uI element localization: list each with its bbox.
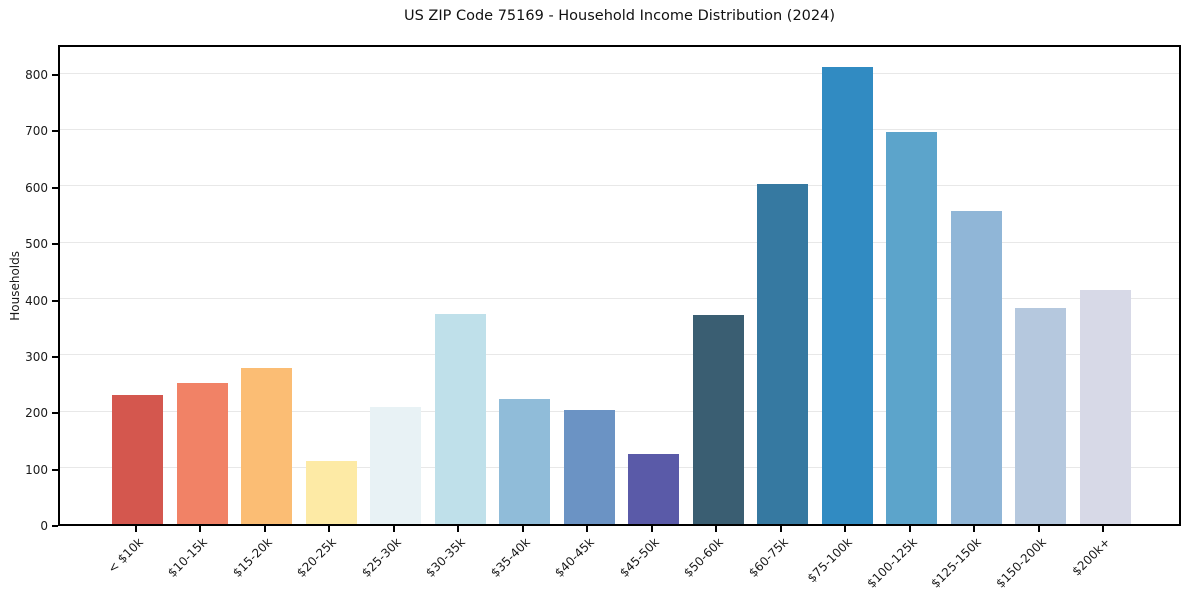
x-tick-mark-9 <box>650 526 653 532</box>
y-tick-label-500: 500 <box>25 237 48 252</box>
bar-13 <box>886 131 938 524</box>
y-tick-label-700: 700 <box>25 124 48 139</box>
gridline-400 <box>60 298 1179 299</box>
y-tick-mark-100 <box>52 468 58 471</box>
bar-9 <box>628 454 680 524</box>
x-tick-mark-4 <box>328 526 331 532</box>
gridline-800 <box>60 72 1179 74</box>
x-tick-mark-8 <box>586 526 589 532</box>
gridline-300 <box>60 354 1179 356</box>
bar-11 <box>757 183 809 524</box>
x-axis: < $10k $10-15k $15-20k $20-25k $25-30k $30-35… <box>58 526 1181 590</box>
bar-15 <box>1015 307 1067 524</box>
x-tick-mark-14 <box>973 526 976 532</box>
x-tick-label-1: < $10k <box>104 535 146 576</box>
x-tick-mark-6 <box>457 526 460 532</box>
y-tick-mark-700 <box>52 130 58 133</box>
x-tick-mark-5 <box>392 526 395 532</box>
bar-14 <box>950 210 1002 524</box>
x-tick-mark-1 <box>134 526 137 532</box>
y-tick-mark-600 <box>52 186 58 189</box>
bar-4 <box>305 460 357 524</box>
bar-12 <box>821 67 873 524</box>
bar-5 <box>370 406 422 524</box>
gridline-100 <box>60 467 1179 469</box>
x-tick-mark-7 <box>521 526 524 532</box>
x-tick-mark-13 <box>908 526 911 532</box>
chart-title: US ZIP Code 75169 - Household Income Dis… <box>403 8 836 24</box>
y-tick-mark-300 <box>52 355 58 358</box>
y-tick-label-600: 600 <box>25 180 48 195</box>
bar-7 <box>499 399 551 524</box>
x-tick-mark-2 <box>199 526 202 532</box>
y-tick-label-0: 0 <box>40 519 48 533</box>
bar-1 <box>112 395 163 524</box>
y-axis: 0 100 200 300 400 500 600 700 800 <box>0 45 58 533</box>
plot-area <box>58 45 1181 526</box>
x-tick-mark-16 <box>1102 526 1105 532</box>
y-tick-label-400: 400 <box>25 293 48 308</box>
bar-3 <box>241 368 293 524</box>
x-tick-mark-11 <box>779 526 782 532</box>
x-tick-mark-15 <box>1037 526 1040 532</box>
x-tick-mark-12 <box>844 526 847 532</box>
bar-2 <box>176 382 228 524</box>
gridline-200 <box>60 410 1179 412</box>
bar-6 <box>434 314 486 524</box>
gridline-700 <box>60 128 1179 130</box>
bar-10 <box>692 315 744 524</box>
bar-8 <box>563 409 615 524</box>
y-tick-label-200: 200 <box>25 406 48 421</box>
y-tick-mark-400 <box>52 299 58 302</box>
y-tick-label-100: 100 <box>25 462 48 477</box>
y-tick-label-300: 300 <box>25 349 48 364</box>
y-tick-mark-500 <box>52 243 58 246</box>
bar-16 <box>1079 290 1131 524</box>
x-tick-mark-10 <box>715 526 718 532</box>
y-tick-label-800: 800 <box>25 68 48 82</box>
x-tick-mark-3 <box>263 526 266 532</box>
gridline-600 <box>60 185 1179 187</box>
y-tick-mark-200 <box>52 412 58 415</box>
plot-inner <box>60 47 1179 524</box>
gridline-500 <box>60 241 1179 243</box>
y-tick-mark-0 <box>52 525 58 527</box>
y-tick-mark-800 <box>52 74 58 76</box>
